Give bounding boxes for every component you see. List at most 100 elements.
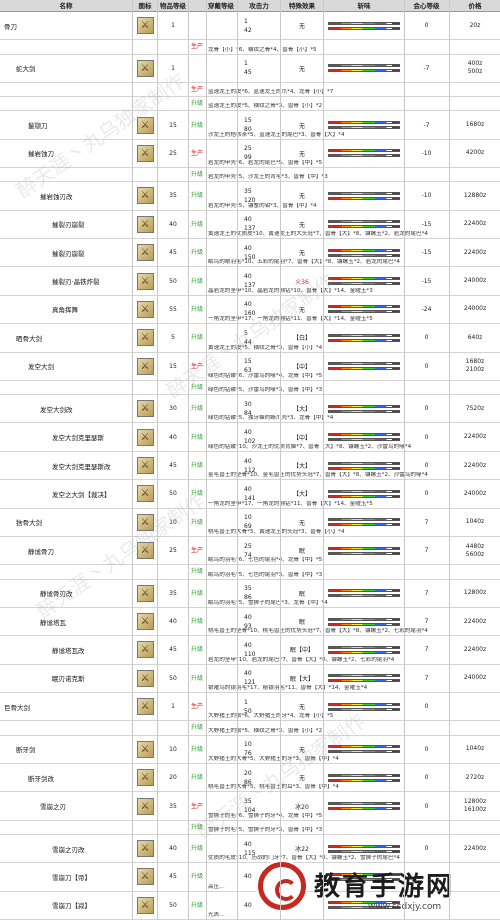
header-slot: 穿戴等级 [208,2,234,10]
price-value: 12800z [463,589,487,597]
weapon-name: 发空大剑改 [40,405,73,414]
price-cell: 24000z [450,480,500,507]
sharpness-bar [328,277,400,281]
weapon-name-cell: 蛇大剑 [0,55,132,82]
weapon-name: 摧裂刃·晶铁炸裂 [52,278,100,287]
affinity-value: -15 [421,249,432,257]
status-label-cell: 生产 [186,353,208,380]
slot-level: 1 [244,60,248,68]
status-label-cell: 升级 [186,111,208,138]
special-effect: 冰22 [295,846,309,854]
weapon-icon-cell: ⚔ [133,636,157,663]
sharpness-bar [328,494,400,498]
status-label-cell: 升级 [186,324,208,351]
rarity-value: 25 [169,547,177,555]
weapon-name: 雪崩之刃改 [52,845,85,854]
sharpness-bar [328,26,400,30]
material-list: 沙龙王的桔核茶*5、蓝速龙王的尾巴*3、兽骨【大】*4 [208,131,345,138]
price-value: 400z [467,60,483,68]
rarity-value: 35 [169,802,177,810]
status-label-cell: 升级 [186,636,208,663]
slot-level: 40 [244,670,252,678]
price-cell: 1040z [450,509,500,536]
sharpness-bar [328,367,400,371]
weapon-icon-cell: ⚔ [133,452,157,479]
sharpness-bar [328,121,400,124]
special-effect: 眠【中】 [289,647,314,655]
status-label-cell: 生产 [186,693,208,720]
price-value: 640z [467,333,483,341]
slot-level: 25 [244,542,252,550]
rarity-value: 50 [169,901,177,909]
sharpness-bar [328,518,400,522]
status-label-cell: 生产 [186,40,208,53]
slot-level: 40 [244,216,252,224]
weapon-icon-cell: ⚔ [133,239,157,266]
sharpness-bar [328,589,400,593]
sharpness-bars [324,892,404,919]
attack-value: 141 [244,494,256,502]
table-row: 眠刃诺克斯 ⚔ 50 40 121 眠【大】 7 24000z 升级 银曜鸟的银羽毛*17、秘银羽… [0,665,500,693]
sharpness-bar [328,333,400,337]
price-cell: 640z [450,324,500,351]
special-effect: 无 [298,704,305,712]
table-row: 摧裂刃崩裂 ⚔ 40 40 137 无 -15 22400z 升级 黄速龙王的优质皮*10、黄速龙… [0,211,500,239]
status-label-cell: 升级 [186,736,208,763]
status-label-cell: 生产 [186,140,208,167]
material-list: 岩龙的坚甲*10、岩龙的尾巴*7、兽骨【大】*8、镰螺玉*2、七彩的尾羽*4 [208,656,395,663]
special-effect: 眠 [298,590,305,598]
weapon-name: 摧裂刃崩裂 [52,221,85,230]
sharpness-bar [328,617,400,621]
price-value: 500z [467,68,483,76]
price-value: 22400z [463,433,487,441]
rarity-value: 30 [169,405,177,413]
affinity-value: -15 [421,277,432,285]
slot-level: 5 [244,329,248,337]
weapon-name: 静谧塔瓦 [40,618,66,627]
material-list: 银曜鸟的银羽毛*17、秘银羽毛*11、兽骨【大】*14、金曜玉*4 [208,685,368,691]
sharpness-bar [328,594,400,598]
special-effect: 无 [298,221,305,229]
status-label-cell: 升级 [186,721,208,734]
price-value: 4480z [465,542,485,550]
weapon-name-cell: 鬣颚刀 [0,111,132,138]
sharpness-bar [328,546,400,550]
weapon-name-cell: 发空大剑 [0,353,132,380]
sharpness-bars [324,211,404,238]
attack-cell: 40 150 [238,239,280,266]
attack-value: 160 [244,310,256,318]
great-sword-icon: ⚔ [136,17,154,35]
sharpness-bar [328,650,400,654]
affinity-value: 0 [424,745,429,753]
table-row: 发空之大剑【裁决】 ⚔ 50 40 141 【大】 0 24000z 升级 一角龙的坚甲*17、一… [0,480,500,509]
weapon-name: 发空大剑 [28,363,54,372]
rarity-value: 45 [169,873,177,881]
slot-level: 20 [244,769,252,777]
price-cell: 22400z [450,211,500,238]
great-sword-icon: ⚔ [136,457,154,474]
table-row: 雪崩刀【帝】 ⚔ 45 40 升级 高压… [0,863,500,892]
status-label-cell: 升级 [186,480,208,507]
great-sword-icon: ⚔ [136,797,154,815]
weapon-name: 摧裂刃崩裂 [52,249,85,258]
special-effect: 无 [298,65,305,73]
weapon-name-cell: 雪崩刀【寂】 [0,892,132,919]
table-row: 静谧塔瓦 ⚔ 40 40 93 眠 7 22400z 升级 桃毛兽王的坚骨*10、桃毛兽王的优势头… [0,608,500,637]
rarity-value: 40 [169,433,177,441]
material-list: 一角龙的坚甲*17、一角龙的翱钻*11、兽骨【大】*14、金曜玉*5 [208,500,373,507]
great-sword-icon: ⚔ [136,59,154,77]
price-value: 22400z [463,248,487,256]
sharpness-bar [328,253,400,257]
header-rarity: 物品等级 [160,2,186,10]
upgrade-label: 升级 [190,674,203,682]
price-value: 20z [469,21,481,29]
weapon-name-cell: 静谧塔瓦改 [0,636,132,663]
rarity-value: 45 [169,249,177,257]
table-row: 骨刀 ⚔ 1 1 42 无 0 20z [0,12,500,41]
attack-value: 80 [244,126,252,133]
slot-level: 10 [244,514,252,522]
great-sword-icon: ⚔ [136,357,154,375]
attack-cell: 10 76 [238,736,280,763]
upgrade-label: 升级 [190,121,203,129]
material-list: 绿色的钻碟*10、沙龙王的优质背脑*7、兽骨【大】*8、镰螺玉*2、沙雷鸟的喙*… [208,443,412,450]
